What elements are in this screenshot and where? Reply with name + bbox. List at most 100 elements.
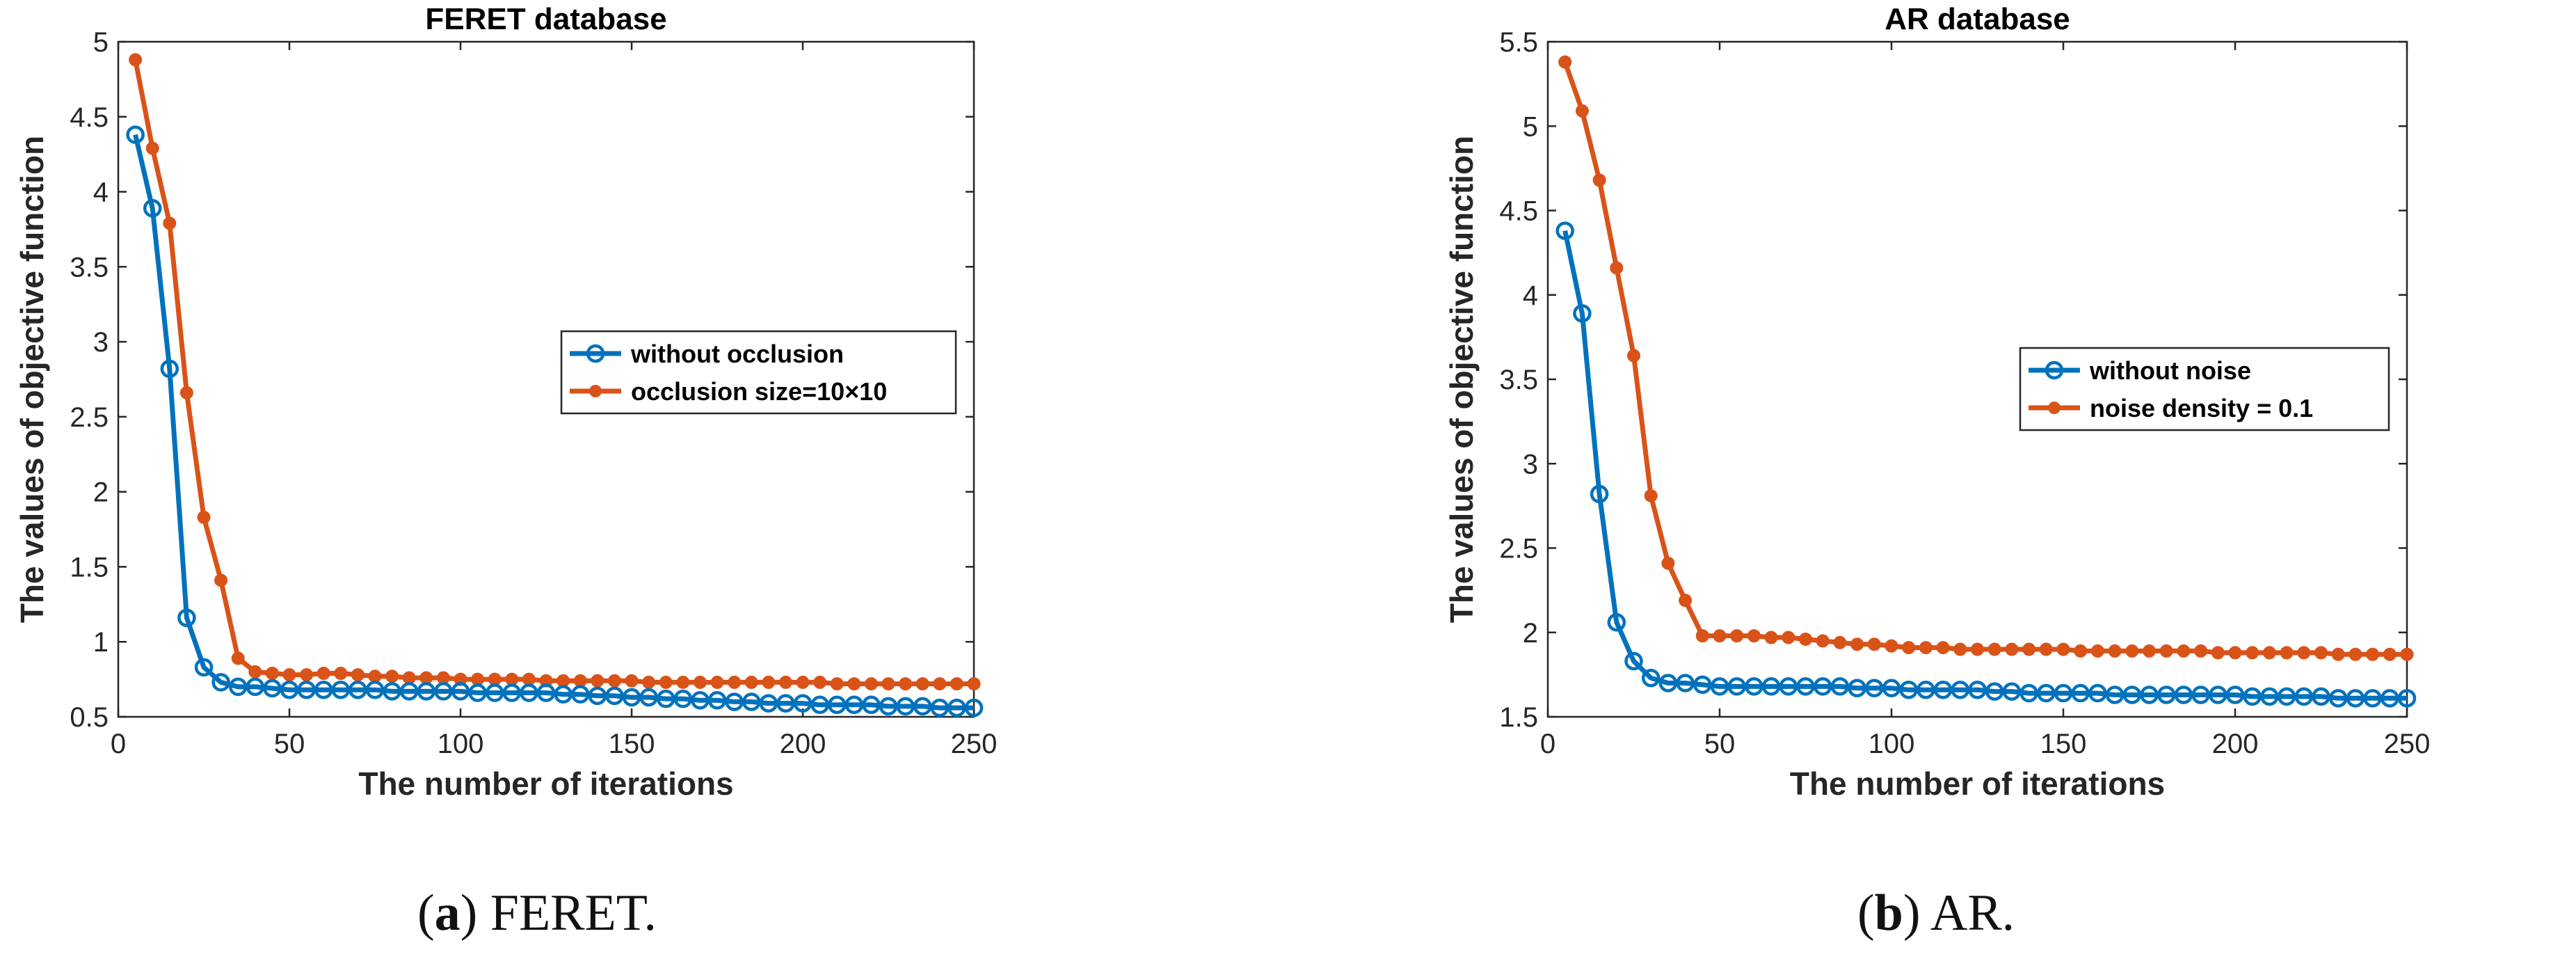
data-point — [520, 683, 538, 702]
data-point — [1782, 631, 1795, 644]
data-point — [656, 689, 675, 708]
chart-1: 0 50 100 150 200 250 0.5 1 1.5 2 2.5 3 3.5 4 4.5 5 FERET… — [14, 2, 997, 802]
data-point — [2159, 644, 2173, 658]
y-tick-label: 4.5 — [70, 102, 109, 133]
y-tick-label: 2 — [1523, 618, 1538, 649]
y-tick-label: 5 — [93, 27, 109, 58]
data-point — [1865, 679, 1884, 698]
data-point — [744, 675, 758, 689]
data-point — [2174, 685, 2193, 704]
y-tick-label: 3 — [1523, 449, 1538, 480]
data-point — [1730, 629, 1744, 643]
data-point — [862, 695, 881, 715]
data-point — [1899, 680, 1918, 699]
data-point — [2243, 687, 2262, 706]
data-point — [282, 668, 296, 682]
data-point — [762, 675, 776, 689]
data-point — [2381, 689, 2399, 708]
data-point — [625, 674, 639, 688]
data-point — [881, 677, 895, 691]
data-point — [1951, 680, 1970, 699]
legend-swatch-marker — [2045, 360, 2064, 380]
data-point — [451, 682, 470, 701]
data-point — [1867, 637, 1881, 651]
data-point — [536, 683, 556, 702]
data-point — [607, 674, 621, 688]
data-point — [588, 686, 607, 706]
data-point — [1592, 173, 1606, 187]
data-point — [1987, 642, 2001, 656]
data-point — [2366, 647, 2380, 661]
data-point — [1985, 682, 2004, 701]
data-point — [1679, 594, 1693, 608]
x-tick-label: 50 — [1704, 729, 1736, 759]
data-point — [813, 675, 827, 689]
data-point — [2363, 689, 2382, 708]
y-axis-label: The values of objective function — [14, 136, 50, 623]
data-point — [214, 573, 228, 587]
data-point — [676, 675, 690, 689]
data-point — [2056, 642, 2070, 656]
data-point — [2277, 687, 2296, 706]
x-tick-label: 0 — [1540, 729, 1555, 759]
data-point — [417, 682, 436, 701]
data-point — [793, 694, 813, 713]
y-tick-label: 1.5 — [1499, 702, 1538, 733]
data-point — [331, 680, 351, 699]
data-point — [1658, 674, 1678, 692]
y-tick-label: 0.5 — [70, 702, 109, 733]
y-tick-label: 1 — [93, 627, 109, 658]
legend-label: noise density = 0.1 — [2090, 394, 2313, 422]
data-point — [1607, 612, 1626, 632]
data-point — [2314, 646, 2328, 660]
data-point — [913, 697, 932, 716]
data-point — [1695, 629, 1709, 643]
data-point — [539, 674, 553, 688]
legend: without noise noise density = 0.1 — [2019, 347, 2390, 431]
y-tick-label: 2 — [93, 477, 109, 508]
y-axis-label: The values of objective function — [1443, 136, 1480, 623]
caption-b-text: ) AR. — [1903, 885, 2015, 942]
legend: without occlusion occlusion size=10×10 — [560, 330, 957, 415]
data-point — [1761, 677, 1781, 696]
data-point — [2211, 646, 2225, 660]
data-point — [642, 675, 656, 689]
data-point — [1936, 641, 1950, 655]
data-point — [622, 688, 641, 707]
data-point — [1968, 680, 1987, 699]
data-point — [1882, 679, 1901, 698]
data-point — [2022, 642, 2036, 656]
data-point — [1764, 631, 1778, 644]
data-point — [1676, 674, 1695, 692]
data-point — [1796, 677, 1815, 696]
data-point — [211, 673, 230, 692]
data-point — [728, 675, 742, 689]
data-point — [1590, 484, 1609, 504]
data-point — [778, 675, 792, 689]
data-point — [933, 677, 947, 691]
data-point — [1693, 675, 1712, 695]
data-point — [1848, 679, 1866, 698]
data-point — [246, 677, 265, 697]
data-point — [1779, 677, 1798, 696]
caption-a-text: ) FERET. — [460, 885, 657, 942]
data-point — [1933, 680, 1953, 699]
data-point — [1644, 489, 1658, 502]
data-point — [2039, 642, 2053, 656]
data-point — [1641, 668, 1661, 688]
data-point — [385, 669, 399, 683]
data-point — [1917, 680, 1935, 699]
y-tick-label: 2.5 — [70, 402, 109, 433]
data-point — [1813, 677, 1832, 696]
data-point — [194, 658, 214, 677]
x-tick-label: 50 — [274, 729, 305, 759]
data-point — [2209, 685, 2227, 704]
data-point — [2191, 685, 2210, 704]
data-point — [263, 679, 282, 698]
data-point — [2312, 687, 2330, 706]
y-tick-label: 4 — [1523, 280, 1538, 311]
data-point — [1816, 634, 1830, 648]
data-point — [930, 698, 950, 718]
data-point — [163, 216, 177, 230]
data-point — [554, 685, 573, 704]
